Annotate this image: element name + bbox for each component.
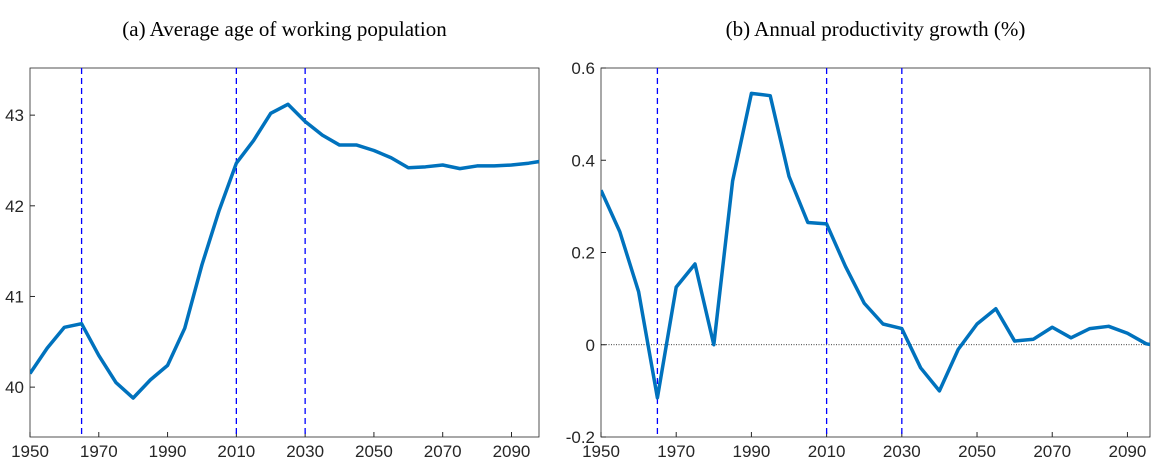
y-tick-label: 42 bbox=[5, 197, 24, 216]
y-tick-label: 0.2 bbox=[571, 244, 595, 263]
data-line bbox=[30, 102, 539, 400]
x-tick-label: 2070 bbox=[424, 442, 462, 461]
x-tick-label: 2030 bbox=[286, 442, 324, 461]
chart-title: (a) Average age of working population bbox=[122, 17, 447, 41]
x-tick-label: 1990 bbox=[149, 442, 187, 461]
x-tick-label: 1990 bbox=[732, 442, 770, 461]
x-tick-label: 1950 bbox=[11, 442, 49, 461]
plot-frame bbox=[29, 67, 540, 438]
y-tick-label: 0 bbox=[586, 336, 595, 355]
y-tick-label: 0.4 bbox=[571, 151, 595, 170]
data-line bbox=[601, 91, 1150, 400]
x-tick-label: 2010 bbox=[217, 442, 255, 461]
x-tick-label: 2010 bbox=[808, 442, 846, 461]
y-tick-label: -0.2 bbox=[566, 428, 595, 447]
chart-title: (b) Annual productivity growth (%) bbox=[726, 17, 1026, 41]
x-tick-label: 1970 bbox=[657, 442, 695, 461]
x-tick-label: 2090 bbox=[1109, 442, 1147, 461]
plot-frame bbox=[600, 67, 1151, 438]
x-tick-label: 1970 bbox=[80, 442, 118, 461]
x-tick-label: 1950 bbox=[582, 442, 620, 461]
y-tick-label: 41 bbox=[5, 287, 24, 306]
y-tick-label: 0.6 bbox=[571, 59, 595, 78]
x-tick-label: 2070 bbox=[1033, 442, 1071, 461]
x-tick-label: 2050 bbox=[355, 442, 393, 461]
x-tick-label: 2030 bbox=[883, 442, 921, 461]
x-tick-label: 2050 bbox=[958, 442, 996, 461]
x-tick-label: 2090 bbox=[493, 442, 531, 461]
y-tick-label: 40 bbox=[5, 378, 24, 397]
y-tick-label: 43 bbox=[5, 106, 24, 125]
